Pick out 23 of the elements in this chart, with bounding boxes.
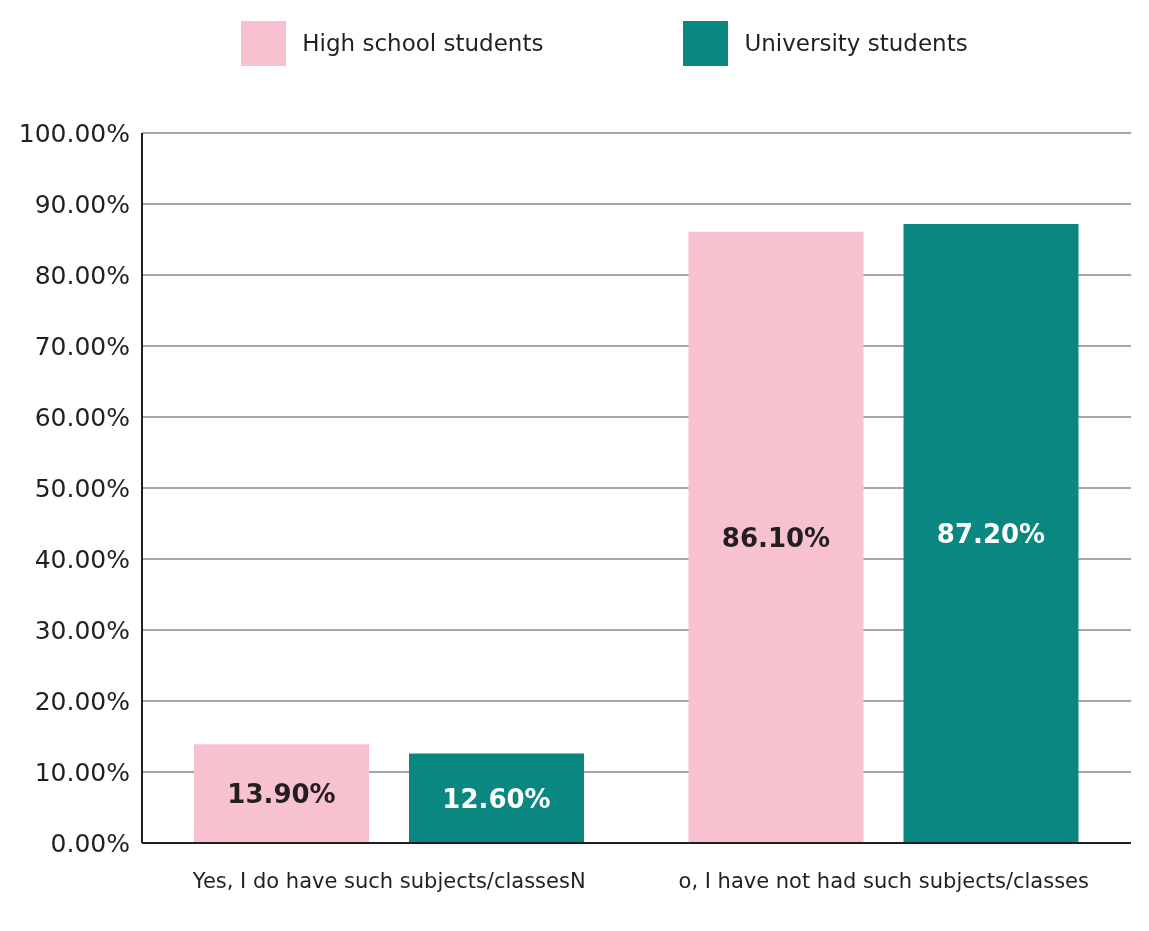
legend-label: High school students: [302, 30, 544, 56]
bar: [194, 744, 369, 843]
data-label: 86.10%: [721, 522, 831, 553]
bar: [409, 753, 584, 843]
y-tick-label: 70.00%: [34, 331, 130, 361]
bar: [903, 223, 1079, 843]
legend-label: University students: [744, 30, 968, 56]
y-tick-label: 40.00%: [34, 544, 130, 574]
y-tick-label: 100.00%: [18, 118, 130, 148]
x-tick-label: o, I have not had such subjects/classes: [678, 868, 1089, 893]
y-tick-label: 10.00%: [34, 757, 130, 787]
y-tick-label: 30.00%: [34, 615, 130, 645]
bar: [688, 231, 864, 843]
x-tick-label: Yes, I do have such subjects/classesN: [191, 868, 586, 893]
data-label: 87.20%: [936, 518, 1046, 549]
y-tick-label: 90.00%: [34, 189, 130, 219]
y-tick-label: 0.00%: [50, 828, 130, 858]
data-label: 12.60%: [442, 783, 551, 814]
y-tick-label: 80.00%: [34, 260, 130, 290]
y-tick-label: 20.00%: [34, 686, 130, 716]
data-label: 13.90%: [227, 778, 336, 809]
y-tick-label: 60.00%: [34, 402, 130, 432]
y-tick-label: 50.00%: [34, 473, 130, 503]
